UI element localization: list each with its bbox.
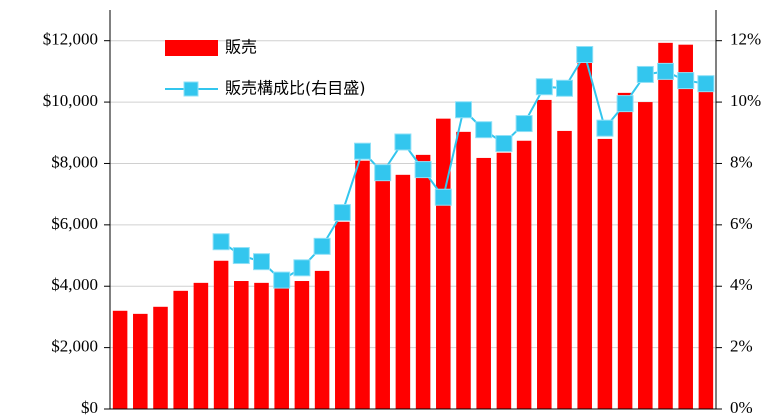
bar	[698, 89, 714, 410]
bar	[274, 286, 289, 409]
y2-tick-label: 10%	[730, 91, 761, 110]
line-marker	[455, 101, 472, 119]
bar	[597, 138, 613, 409]
y-tick-label: $10,000	[43, 91, 98, 110]
legend-label: 販売構成比(右目盛)	[225, 79, 366, 98]
bar	[415, 154, 431, 409]
y-tick-label: $0	[81, 398, 98, 417]
line-marker	[636, 65, 654, 83]
bar	[153, 306, 168, 409]
line-marker	[616, 95, 634, 113]
line-marker	[495, 135, 513, 153]
line-marker	[697, 75, 715, 93]
y-tick-label: $4,000	[51, 275, 98, 294]
bar	[557, 130, 572, 410]
bar	[577, 62, 592, 410]
y2-tick-label: 4%	[730, 275, 753, 294]
bar	[375, 178, 390, 409]
y-tick-label: $2,000	[51, 337, 98, 356]
legend-swatch	[165, 40, 218, 56]
bar	[173, 290, 188, 409]
legend-label: 販売	[225, 38, 257, 57]
line-marker	[253, 253, 270, 271]
line-marker	[394, 133, 412, 151]
y-tick-label: $6,000	[51, 214, 98, 233]
y2-tick-label: 6%	[730, 214, 753, 233]
bar	[314, 270, 330, 409]
line-marker	[677, 72, 695, 90]
line-marker	[212, 233, 230, 251]
bar	[234, 281, 249, 409]
bar	[537, 99, 552, 409]
line-marker	[535, 78, 553, 96]
line-marker	[596, 119, 614, 137]
bar	[133, 313, 148, 409]
y2-tick-label: 8%	[730, 152, 753, 171]
line-marker	[515, 115, 533, 133]
bar	[213, 260, 229, 409]
bar	[476, 157, 491, 409]
bar	[193, 282, 209, 409]
bar	[617, 92, 633, 409]
y2-tick-label: 2%	[730, 337, 753, 356]
line-marker	[434, 188, 452, 206]
bar	[436, 118, 451, 410]
bar	[516, 140, 532, 409]
line-marker	[273, 271, 291, 289]
bar	[112, 310, 128, 409]
bar	[294, 281, 310, 409]
line-marker	[576, 46, 594, 64]
legend-marker	[183, 81, 199, 97]
line-marker	[354, 142, 371, 160]
bar	[456, 131, 471, 410]
bar	[254, 282, 269, 409]
line-marker	[232, 247, 250, 265]
line-marker	[313, 237, 331, 255]
line-marker	[475, 121, 493, 139]
line-marker	[374, 164, 392, 182]
line-marker	[556, 79, 573, 97]
bar	[395, 174, 411, 409]
y2-tick-label: 12%	[730, 30, 761, 49]
bar	[496, 152, 512, 409]
y-tick-label: $12,000	[43, 30, 98, 49]
bar	[638, 102, 653, 410]
bar	[658, 42, 673, 410]
bar	[678, 44, 693, 409]
line-marker	[293, 259, 311, 277]
line-marker	[333, 204, 351, 222]
bar	[335, 221, 350, 409]
y-tick-label: $8,000	[51, 152, 98, 171]
line-marker	[657, 62, 674, 80]
line-marker	[414, 161, 432, 179]
y2-tick-label: 0%	[730, 398, 753, 417]
bar	[355, 160, 370, 409]
